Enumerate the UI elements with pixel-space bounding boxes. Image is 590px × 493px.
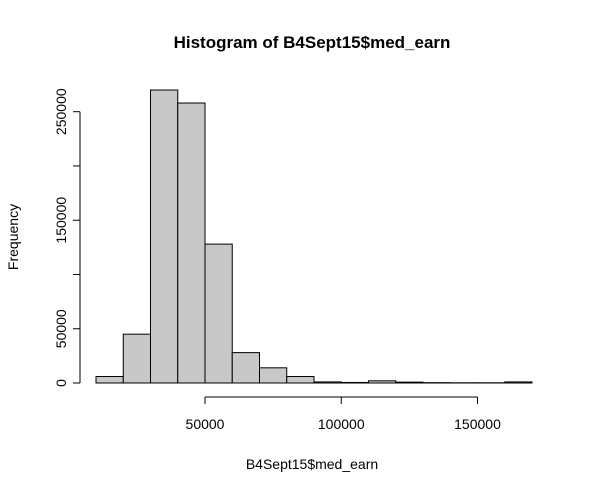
histogram-bar <box>122 333 151 384</box>
histogram-bar <box>231 352 260 384</box>
histogram-bar <box>259 367 288 384</box>
x-tick-label: 50000 <box>186 416 225 432</box>
histogram-bar <box>177 102 206 384</box>
histogram-bar <box>368 380 397 384</box>
y-tick-label: 0 <box>53 379 69 387</box>
histogram-bar <box>204 243 233 384</box>
y-tick-label: 150000 <box>53 197 69 244</box>
y-tick-label: 250000 <box>53 88 69 135</box>
histogram-bar <box>95 375 124 384</box>
bars-group <box>95 89 533 384</box>
histogram-bar <box>286 375 315 384</box>
y-tick-label: 50000 <box>53 309 69 348</box>
x-tick-label: 100000 <box>318 416 365 432</box>
x-tick-label: 150000 <box>454 416 501 432</box>
x-axis: 50000 100000 150000 <box>186 396 501 432</box>
y-axis: 0 50000 150000 250000 <box>53 88 81 387</box>
chart-title: Histogram of B4Sept15$med_earn <box>174 33 451 52</box>
y-axis-label: Frequency <box>5 204 21 270</box>
histogram-bar <box>504 381 533 384</box>
histogram-bar <box>150 89 179 384</box>
histogram-bar <box>340 381 369 384</box>
histogram-bar <box>313 381 342 384</box>
histogram-bar <box>395 381 424 384</box>
x-axis-label: B4Sept15$med_earn <box>246 456 378 472</box>
